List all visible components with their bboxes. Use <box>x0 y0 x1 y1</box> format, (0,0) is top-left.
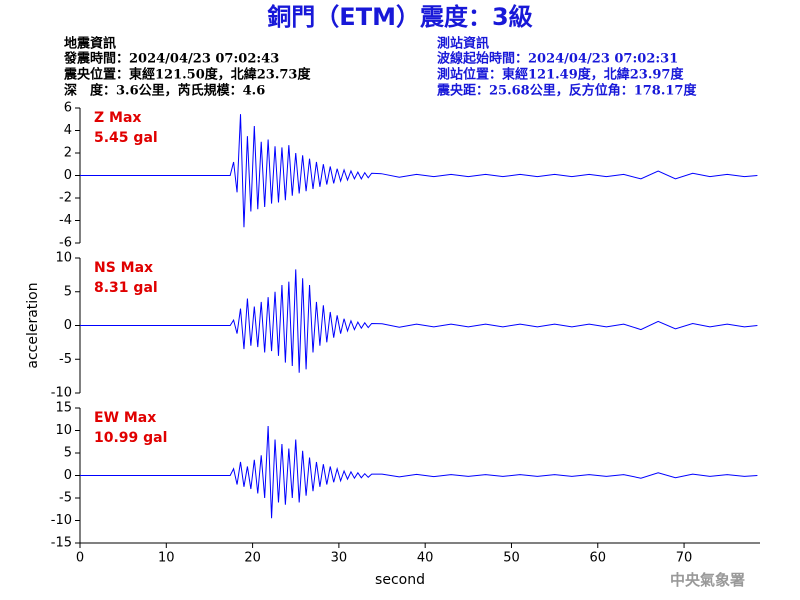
waveform <box>80 426 758 519</box>
x-tick-label: 50 <box>503 551 520 566</box>
x-tick-label: 0 <box>76 551 84 566</box>
x-axis-label: second <box>375 572 425 588</box>
annotation: 5.45 gal <box>94 130 158 146</box>
x-tick-label: 10 <box>158 551 175 566</box>
y-tick-label: 2 <box>64 146 72 161</box>
chart-title: 銅門（ETM）震度：3級 <box>267 3 532 31</box>
y-tick-label: 15 <box>55 401 72 416</box>
x-tick-label: 30 <box>331 551 348 566</box>
annotation: Z Max <box>94 110 141 126</box>
waveform <box>80 114 758 228</box>
annotation: NS Max <box>94 260 153 276</box>
annotation: EW Max <box>94 410 156 426</box>
y-tick-label: 6 <box>64 101 72 116</box>
info-line: 測站資訊 <box>437 36 489 52</box>
info-line: 發震時間：2024/04/23 07:02:43 <box>63 51 279 67</box>
y-tick-label: -10 <box>51 513 72 528</box>
info-line: 測站位置：東經121.49度，北緯23.97度 <box>437 67 684 83</box>
y-tick-label: 0 <box>64 318 72 333</box>
y-tick-label: -4 <box>59 213 72 228</box>
y-tick-label: -2 <box>59 191 72 206</box>
x-tick-label: 20 <box>244 551 261 566</box>
y-tick-label: 5 <box>64 446 72 461</box>
y-tick-label: 0 <box>64 168 72 183</box>
info-line: 震央位置：東經121.50度，北緯23.73度 <box>63 67 311 83</box>
info-line: 波線起始時間：2024/04/23 07:02:31 <box>437 51 678 67</box>
y-tick-label: -5 <box>59 491 72 506</box>
y-tick-label: 5 <box>64 284 72 299</box>
watermark: 中央氣象署 <box>670 571 745 589</box>
y-tick-label: 10 <box>55 251 72 266</box>
y-tick-label: 10 <box>55 423 72 438</box>
y-tick-label: 4 <box>64 123 72 138</box>
info-line: 地震資訊 <box>64 36 116 52</box>
y-tick-label: -10 <box>51 386 72 401</box>
info-line: 震央距：25.68公里，反方位角：178.17度 <box>436 83 697 99</box>
x-tick-label: 70 <box>676 551 693 566</box>
annotation: 10.99 gal <box>94 430 167 446</box>
annotation: 8.31 gal <box>94 280 158 296</box>
y-axis-label: acceleration <box>25 282 41 368</box>
x-tick-label: 40 <box>417 551 434 566</box>
y-tick-label: -15 <box>51 536 72 551</box>
y-tick-label: -6 <box>59 236 72 251</box>
info-line: 深 度：3.6公里，芮氏規模：4.6 <box>64 83 265 99</box>
waveform <box>80 269 758 373</box>
y-tick-label: -5 <box>59 352 72 367</box>
x-tick-label: 60 <box>589 551 606 566</box>
y-tick-label: 0 <box>64 468 72 483</box>
